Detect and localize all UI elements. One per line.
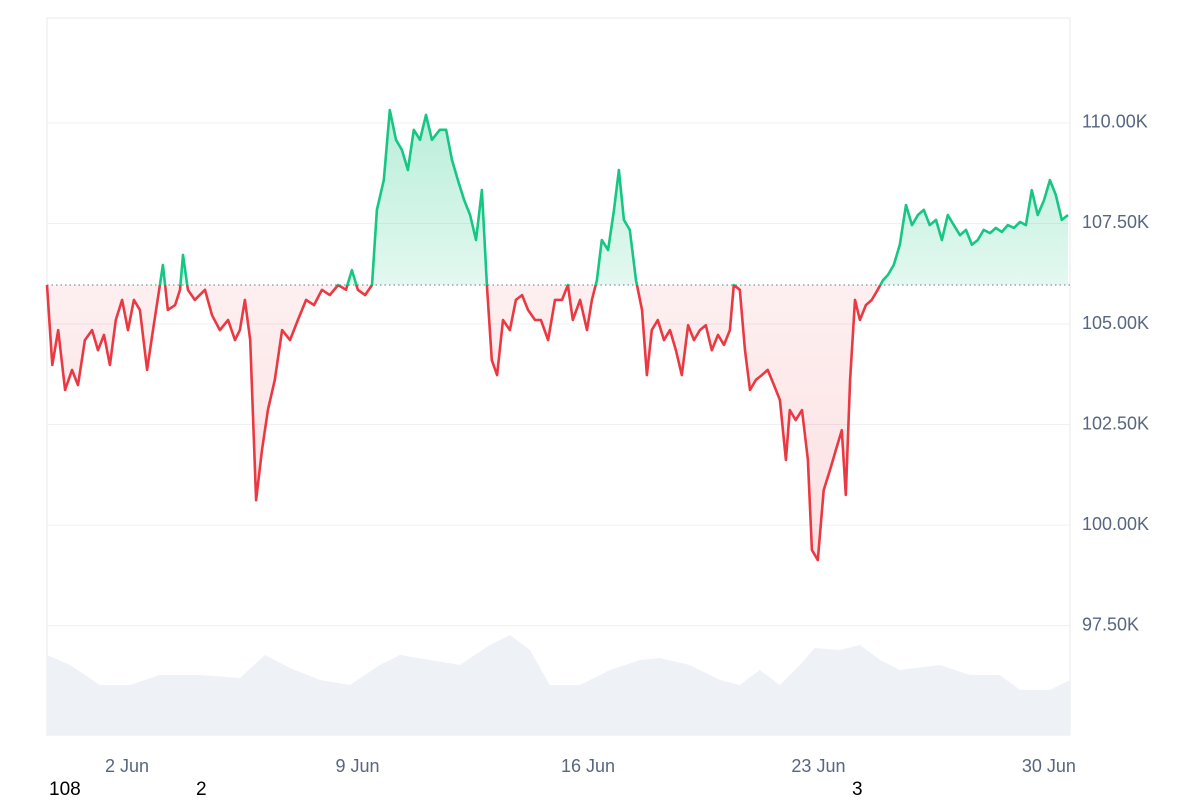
- y-tick-label: 105.00K: [1082, 313, 1149, 333]
- x-tick-label: 9 Jun: [335, 756, 379, 776]
- x-tick-label: 16 Jun: [561, 756, 615, 776]
- footer-label: 3: [852, 779, 863, 800]
- x-tick-label: 2 Jun: [105, 756, 149, 776]
- y-tick-label: 97.50K: [1082, 614, 1139, 634]
- footer-label: 108: [49, 779, 81, 800]
- x-tick-label: 23 Jun: [791, 756, 845, 776]
- y-tick-label: 100.00K: [1082, 514, 1149, 534]
- baseline-area: [47, 110, 1068, 561]
- footer-label: 2: [196, 779, 207, 800]
- price-line: [45, 108, 1069, 562]
- volume-area: [47, 635, 1070, 735]
- plot-frame: [46, 17, 1071, 736]
- y-tick-label: 107.50K: [1082, 212, 1149, 232]
- x-tick-label: 30 Jun: [1022, 756, 1076, 776]
- y-tick-label: 110.00K: [1082, 112, 1148, 132]
- y-tick-label: 102.50K: [1082, 413, 1149, 433]
